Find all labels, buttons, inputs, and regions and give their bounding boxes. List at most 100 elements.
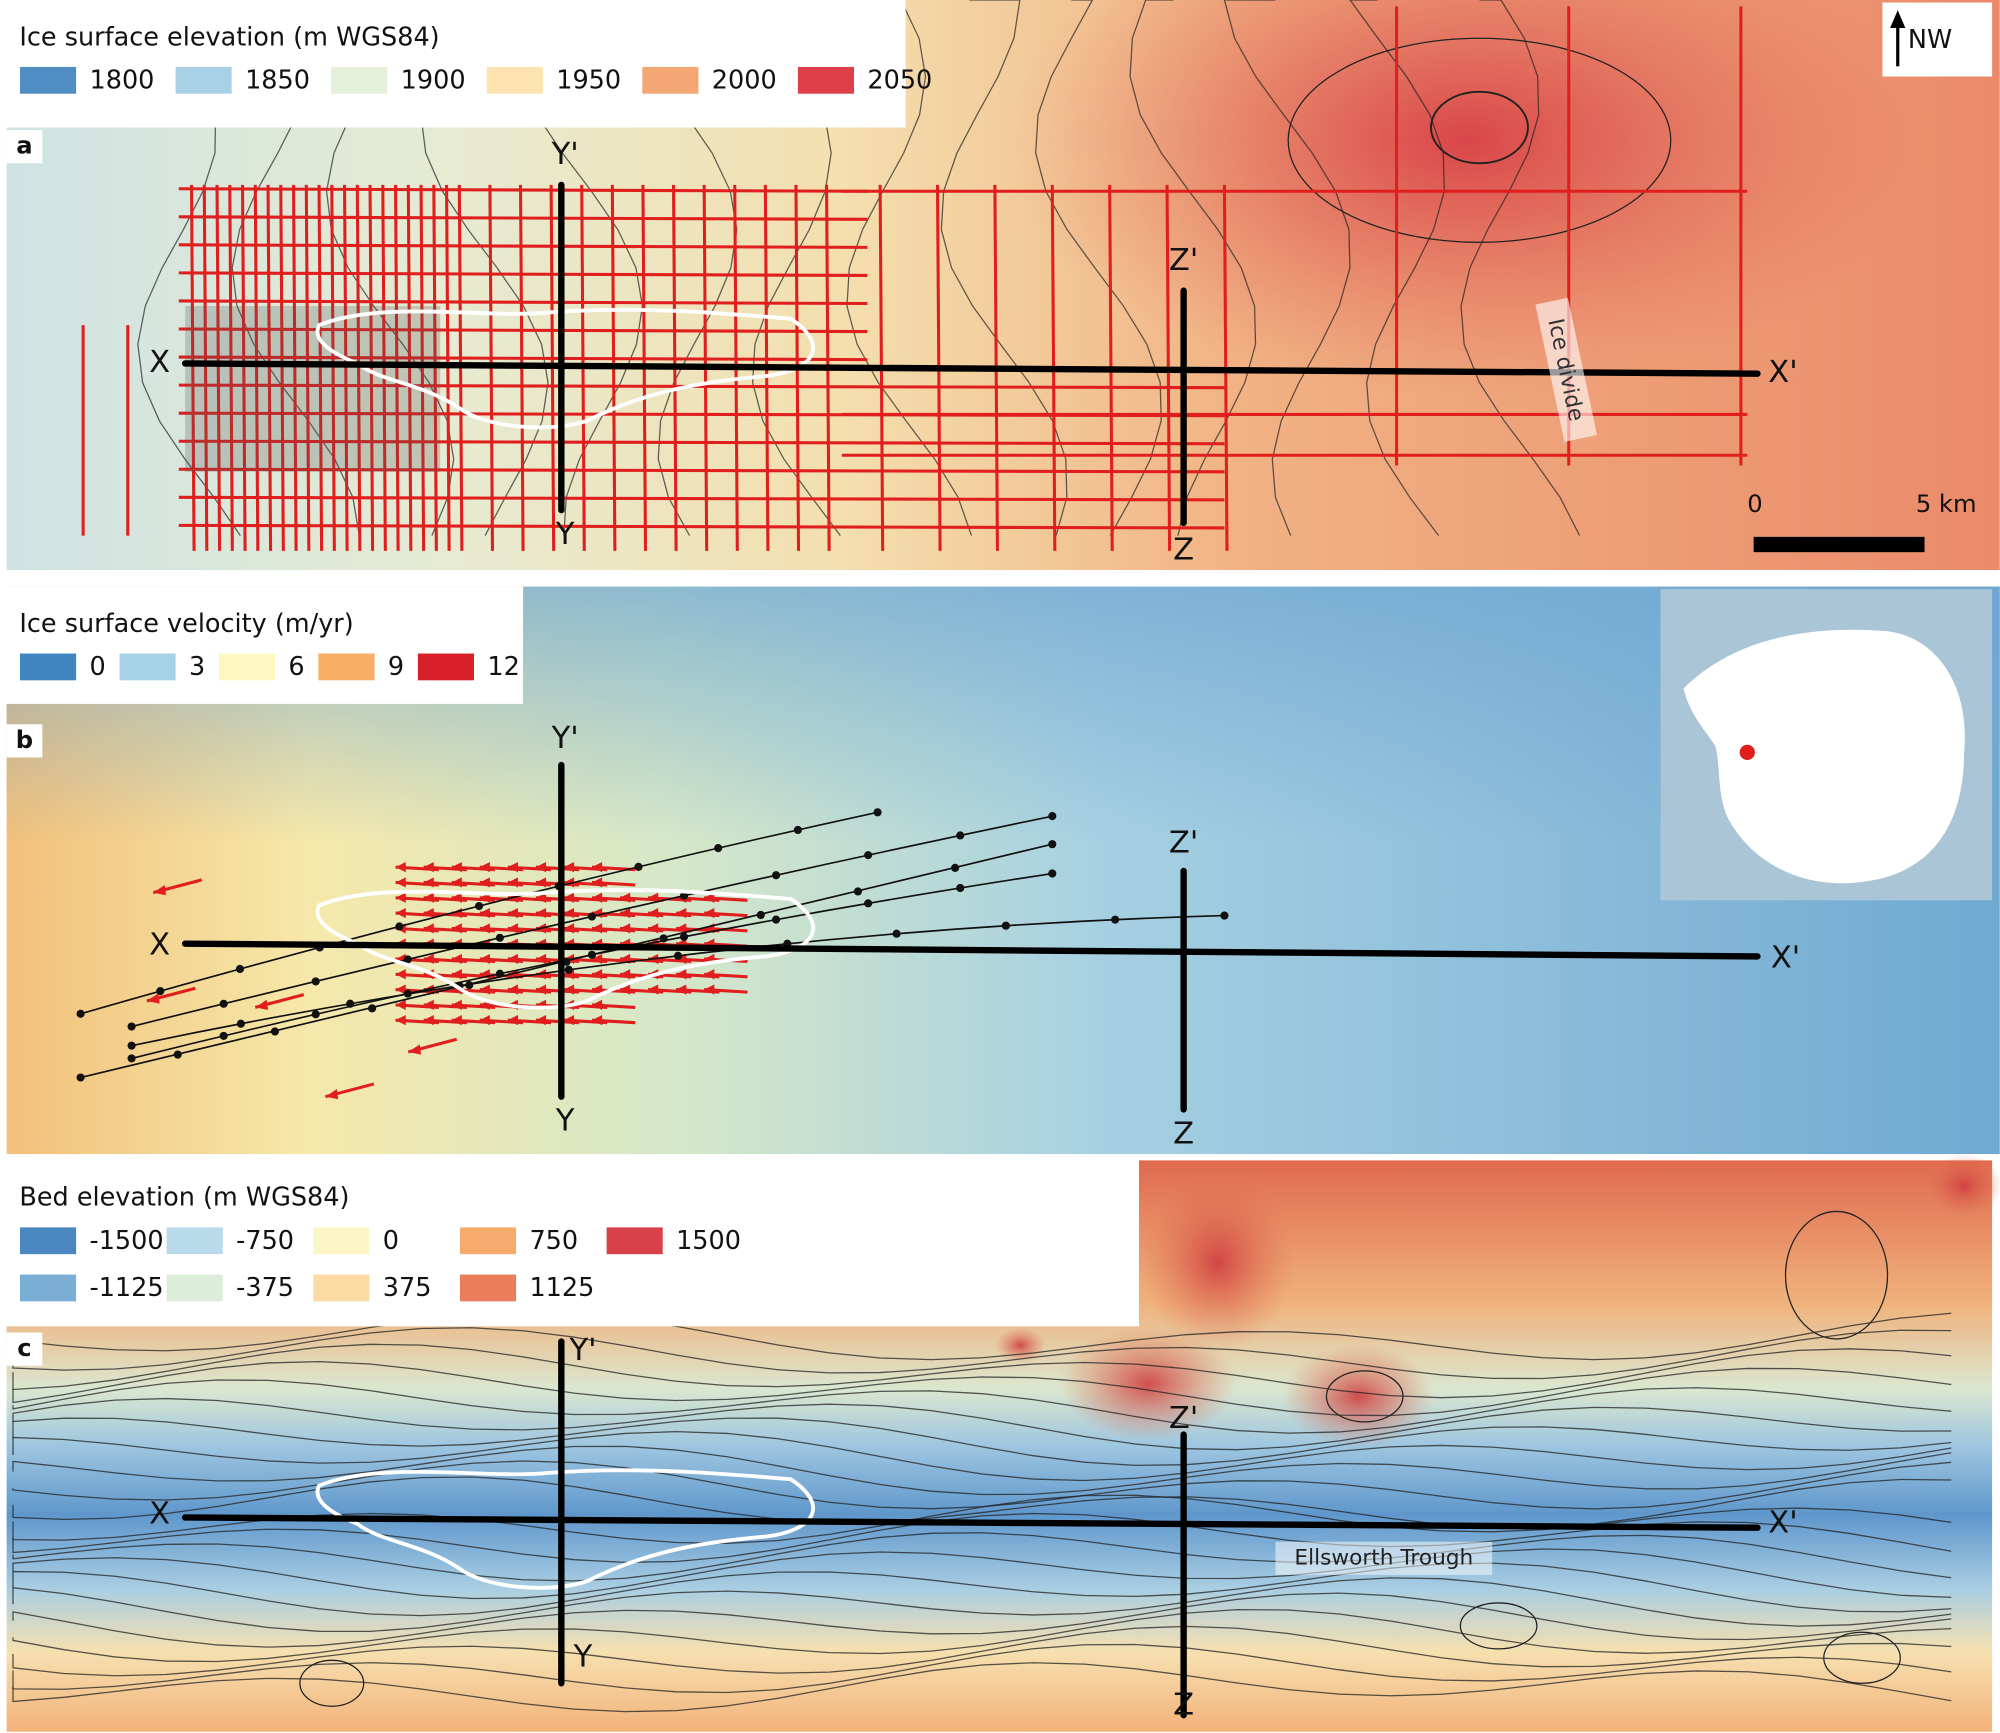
velocity-arrowhead bbox=[423, 877, 434, 888]
panel-letter-box bbox=[6, 724, 43, 758]
contour bbox=[12, 1476, 1952, 1529]
velocity-arrowhead bbox=[591, 923, 603, 934]
legend-label: 2050 bbox=[867, 66, 932, 96]
contour bbox=[12, 1643, 1952, 1694]
profile-label: X' bbox=[1768, 1505, 1797, 1540]
flowline-point bbox=[793, 825, 802, 835]
legend-swatch bbox=[416, 652, 476, 682]
legend-label: 9 bbox=[388, 652, 404, 682]
flowline-point bbox=[156, 987, 165, 996]
site-marker bbox=[1739, 744, 1755, 761]
velocity-arrowhead bbox=[563, 1015, 575, 1026]
legend-swatch bbox=[312, 1226, 371, 1256]
annotation: Ellsworth Trough bbox=[1294, 1545, 1473, 1570]
flowline-point bbox=[1048, 840, 1057, 849]
profile-label: Z bbox=[1173, 1688, 1194, 1723]
legend-swatch bbox=[605, 1226, 664, 1256]
velocity-arrowhead bbox=[648, 984, 659, 995]
north-arrow-box bbox=[1882, 2, 1993, 77]
velocity-arrowhead bbox=[676, 969, 687, 980]
velocity-arrowhead bbox=[676, 923, 687, 934]
survey-line bbox=[178, 439, 1225, 446]
velocity-arrowhead bbox=[648, 923, 659, 934]
velocity-arrowhead bbox=[619, 923, 631, 934]
flowline-point bbox=[346, 999, 355, 1008]
bed-high bbox=[1058, 1326, 1238, 1441]
legend-swatch bbox=[18, 652, 78, 682]
contour bbox=[1460, 0, 1581, 536]
legend-swatch bbox=[796, 65, 856, 96]
flowline-point bbox=[587, 912, 597, 921]
legend-swatch bbox=[118, 652, 177, 682]
legend-label: 6 bbox=[288, 652, 304, 682]
flowline-point bbox=[311, 1010, 320, 1019]
flowline-point bbox=[1048, 812, 1057, 821]
bed-high bbox=[1925, 1154, 2000, 1218]
legend-swatch bbox=[317, 652, 376, 682]
legend-swatch bbox=[641, 65, 700, 96]
flowline-point bbox=[465, 981, 474, 990]
profile-label: Z' bbox=[1169, 1401, 1198, 1436]
profile-label: Y bbox=[555, 517, 575, 552]
profile-label: Y' bbox=[551, 137, 579, 172]
velocity-arrowhead bbox=[619, 969, 631, 980]
velocity-arrowhead bbox=[395, 907, 406, 919]
velocity-arrowhead bbox=[423, 953, 434, 965]
velocity-arrowhead bbox=[507, 877, 518, 888]
legend-label: 12 bbox=[487, 652, 519, 682]
flowline-point bbox=[395, 922, 404, 931]
bed-surface bbox=[6, 1160, 1993, 1732]
contour bbox=[1784, 1210, 1889, 1340]
flowline-point bbox=[368, 1004, 377, 1013]
flowline-point bbox=[1001, 921, 1010, 930]
panel-c bbox=[6, 1154, 2000, 1732]
contour bbox=[1823, 1631, 1901, 1684]
velocity-arrowhead bbox=[479, 877, 490, 888]
velocity-arrowhead bbox=[591, 984, 603, 995]
lake-outline bbox=[315, 307, 815, 430]
legend-swatch bbox=[485, 65, 545, 96]
north-arrow-label: NW bbox=[1908, 25, 1952, 55]
legend-label: 375 bbox=[383, 1273, 432, 1303]
velocity-arrowhead bbox=[255, 999, 269, 1010]
velocity-arrowhead bbox=[479, 1015, 490, 1026]
survey-line bbox=[178, 467, 1225, 474]
lake-outline bbox=[315, 1468, 815, 1590]
velocity-arrowhead bbox=[153, 884, 167, 896]
legend-label: 1125 bbox=[529, 1273, 594, 1303]
bed-high bbox=[1141, 1173, 1295, 1352]
contour bbox=[12, 1360, 1952, 1417]
legend-swatch bbox=[18, 65, 78, 96]
velocity-arrowhead bbox=[535, 1015, 547, 1026]
flowline-point bbox=[873, 808, 882, 817]
annotation-box bbox=[1275, 1541, 1493, 1575]
velocity-arrowhead bbox=[704, 969, 715, 980]
scale-label: 0 bbox=[1747, 490, 1762, 518]
survey-line bbox=[178, 495, 1225, 502]
velocity-arrowhead bbox=[408, 1044, 422, 1055]
velocity-arrowhead bbox=[507, 984, 518, 995]
flowline-point bbox=[219, 1031, 228, 1040]
velocity-arrowhead bbox=[451, 862, 462, 873]
legend-label: 750 bbox=[529, 1226, 578, 1256]
legend-title: Bed elevation (m WGS84) bbox=[19, 1183, 349, 1213]
legend-label: -1500 bbox=[90, 1226, 164, 1256]
profile-label: Y bbox=[573, 1639, 593, 1674]
flowline-point bbox=[311, 977, 320, 986]
contour bbox=[12, 1379, 1952, 1434]
velocity-arrowhead bbox=[648, 907, 659, 919]
flowline-point bbox=[235, 964, 245, 974]
contour bbox=[1035, 0, 1162, 536]
legend-swatch bbox=[458, 1273, 518, 1303]
profile-label: Z' bbox=[1169, 243, 1198, 278]
velocity-arrowhead bbox=[591, 953, 603, 965]
survey-line bbox=[178, 299, 868, 306]
contour bbox=[12, 1577, 1952, 1632]
velocity-arrowhead bbox=[395, 862, 406, 873]
contour bbox=[12, 1562, 1952, 1617]
antarctica bbox=[1683, 629, 1965, 884]
legend-label: -750 bbox=[236, 1226, 294, 1256]
velocity-arrowhead bbox=[146, 993, 160, 1004]
flowline-point bbox=[219, 999, 228, 1008]
